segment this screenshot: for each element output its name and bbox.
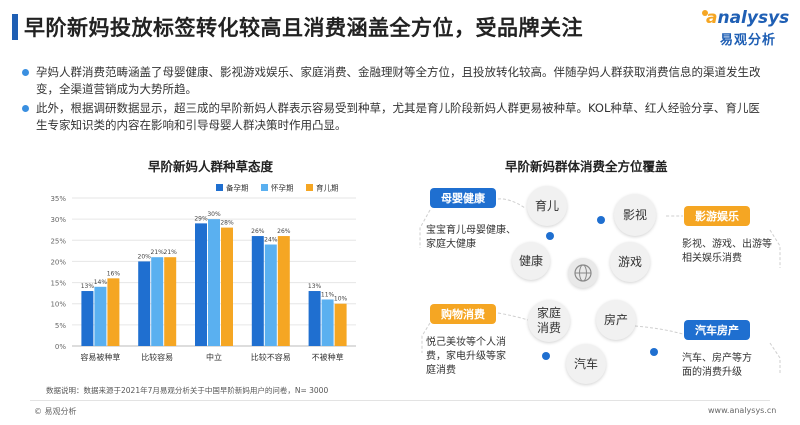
data-label: 29% xyxy=(194,215,208,222)
tag-yingyou: 影游娱乐 xyxy=(684,206,750,226)
bar xyxy=(264,244,277,346)
y-tick-label: 20% xyxy=(50,258,66,266)
bar xyxy=(277,236,290,346)
page-title: 早阶新妈投放标签转化较高且消费涵盖全方位，受品牌关注 xyxy=(24,16,583,40)
y-tick-label: 5% xyxy=(55,322,66,330)
globe-glyph xyxy=(574,264,592,282)
analysys-logo: analysys 易观分析 xyxy=(702,8,792,48)
y-tick-label: 35% xyxy=(50,195,66,203)
consumption-coverage-diagram: 育儿 影视 健康 游戏 家庭消费 房产 汽车 母婴健康 宝宝育儿母婴健康、家庭大… xyxy=(400,168,800,393)
bar xyxy=(321,299,334,346)
footer-copyright: © 易观分析 xyxy=(34,407,77,416)
y-tick-label: 25% xyxy=(50,237,66,245)
connector-line xyxy=(497,198,526,209)
data-label: 13% xyxy=(81,283,95,290)
data-label: 26% xyxy=(251,228,265,235)
bullet-icon xyxy=(22,105,29,112)
data-label: 20% xyxy=(138,253,152,260)
accent-dot xyxy=(597,216,605,224)
legend-label: 育儿期 xyxy=(316,183,339,193)
data-label: 30% xyxy=(207,211,221,218)
bar xyxy=(94,286,107,346)
data-label: 16% xyxy=(107,270,121,277)
bar xyxy=(308,291,321,346)
connector-line xyxy=(497,312,529,321)
legend-swatch xyxy=(216,184,223,191)
data-label: 13% xyxy=(308,283,322,290)
data-label: 14% xyxy=(94,279,108,286)
logo-dot-icon xyxy=(702,10,708,16)
desc-muying: 宝宝育儿母婴健康、家庭大健康 xyxy=(426,225,516,250)
legend-label: 怀孕期 xyxy=(271,183,294,193)
connector-line xyxy=(421,322,431,353)
connector-line xyxy=(419,209,431,248)
accent-dot xyxy=(546,232,554,240)
legend-swatch xyxy=(261,184,268,191)
summary-bullets: 孕妈人群消费范畴涵盖了母婴健康、影视游戏娱乐、家庭消费、金融理财等全方位，且投放… xyxy=(22,64,762,136)
bullet-text: 此外，根据调研数据显示，超三成的早阶新妈人群表示容易受到种草，尤其是育儿阶段新妈… xyxy=(36,101,760,132)
data-source-note: 数据说明：数据来源于2021年7月易观分析关于中国早阶新妈用户的问卷，N= 30… xyxy=(46,386,329,395)
accent-dot xyxy=(650,348,658,356)
data-label: 26% xyxy=(277,228,291,235)
globe-icon xyxy=(568,258,598,288)
data-label: 24% xyxy=(264,237,278,244)
bar xyxy=(107,278,120,346)
diagram-title: 早阶新妈群体消费全方位覆盖 xyxy=(505,159,668,174)
bar xyxy=(251,236,264,346)
logo-text-en: analysys xyxy=(706,8,790,28)
data-label: 10% xyxy=(334,296,348,303)
tag-muying: 母婴健康 xyxy=(430,188,496,208)
y-tick-label: 10% xyxy=(50,301,66,309)
category-label: 容易被种草 xyxy=(80,352,120,362)
connector-line xyxy=(634,325,684,335)
data-label: 11% xyxy=(321,291,335,298)
bullet-item: 孕妈人群消费范畴涵盖了母婴健康、影视游戏娱乐、家庭消费、金融理财等全方位，且投放… xyxy=(22,64,762,97)
bar xyxy=(195,223,207,346)
bubble-yingshi: 影视 xyxy=(614,194,656,236)
bar xyxy=(151,257,164,346)
desc-gouwu: 悦己美妆等个人消费，家电升级等家庭消费 xyxy=(426,337,506,376)
bar xyxy=(138,261,151,346)
bubble-jiating: 家庭消费 xyxy=(528,300,570,342)
legend-label: 备孕期 xyxy=(226,183,249,193)
title-accent-bar xyxy=(12,14,18,40)
bubble-fangchan: 房产 xyxy=(596,300,636,340)
y-tick-label: 15% xyxy=(50,280,66,288)
logo-text-cn: 易观分析 xyxy=(720,33,777,48)
bar xyxy=(221,227,233,346)
category-label: 比较不容易 xyxy=(251,352,291,362)
tag-gouwu: 购物消费 xyxy=(430,304,496,324)
bar xyxy=(334,303,347,346)
bubble-jiankang: 健康 xyxy=(512,242,550,280)
bubble-qiche: 汽车 xyxy=(566,344,606,384)
category-label: 中立 xyxy=(206,352,222,362)
desc-yingyou: 影视、游戏、出游等相关娱乐消费 xyxy=(682,239,772,264)
connector-line xyxy=(769,342,781,373)
bar xyxy=(81,291,94,346)
data-label: 21% xyxy=(151,249,165,256)
y-tick-label: 0% xyxy=(55,343,66,351)
connector-line xyxy=(769,229,781,268)
legend-swatch xyxy=(306,184,313,191)
category-label: 不被种草 xyxy=(312,352,344,362)
accent-dot xyxy=(542,352,550,360)
connector-lines xyxy=(419,198,781,373)
category-label: 比较容易 xyxy=(141,352,173,362)
footer-divider xyxy=(30,400,770,401)
bullet-item: 此外，根据调研数据显示，超三成的早阶新妈人群表示容易受到种草，尤其是育儿阶段新妈… xyxy=(22,100,762,133)
data-label: 28% xyxy=(220,220,234,227)
data-label: 21% xyxy=(164,249,178,256)
seeding-attitude-bar-chart: 0%5%10%15%20%25%30%35%13%14%16%容易被种草20%2… xyxy=(50,183,356,362)
chart-title: 早阶新妈人群种草态度 xyxy=(148,159,274,174)
y-tick-label: 30% xyxy=(50,216,66,224)
bullet-icon xyxy=(22,69,29,76)
desc-qichefang: 汽车、房产等方面的消费升级 xyxy=(682,353,752,378)
bar xyxy=(208,219,220,346)
footer-website: www.analysys.cn xyxy=(708,406,777,415)
bullet-text: 孕妈人群消费范畴涵盖了母婴健康、影视游戏娱乐、家庭消费、金融理财等全方位，且投放… xyxy=(36,65,761,96)
tag-qichefang: 汽车房产 xyxy=(684,320,750,340)
bubble-yuer: 育儿 xyxy=(527,186,567,226)
bubble-youxi: 游戏 xyxy=(610,242,650,282)
bar xyxy=(164,257,177,346)
